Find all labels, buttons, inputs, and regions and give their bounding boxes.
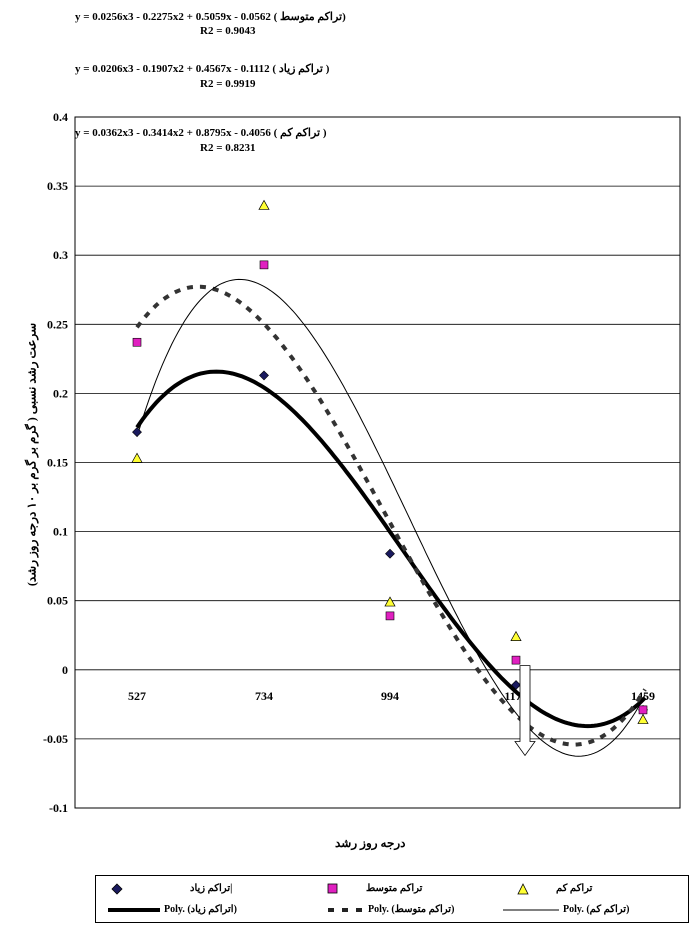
square-marker-icon bbox=[327, 883, 338, 894]
dashed-line-icon bbox=[328, 908, 364, 912]
equation-medium: y = 0.0256x3 - 0.2275x2 + 0.5059x - 0.05… bbox=[75, 11, 346, 23]
legend-item-medium-trend: Poly. (تراکم متوسط) bbox=[326, 901, 516, 919]
y-tick-label: 0.1 bbox=[53, 525, 68, 539]
x-tick-label: 734 bbox=[255, 689, 273, 703]
legend-item-high-trend: Poly. (اتراکم زیاد) bbox=[106, 901, 296, 919]
legend-item-low-trend: Poly. (تراکم کم) bbox=[501, 901, 686, 919]
y-tick-label: 0.4 bbox=[53, 110, 68, 124]
y-axis-label: سرعت رشد نسبی ( گرم بر گرم بر ۱۰ درجه رو… bbox=[24, 322, 39, 587]
x-tick-label: 527 bbox=[128, 689, 146, 703]
y-tick-label: 0.2 bbox=[53, 386, 68, 400]
data-point-medium bbox=[385, 611, 395, 621]
y-tick-label: 0 bbox=[62, 663, 68, 677]
y-tick-label: 0.05 bbox=[47, 594, 68, 608]
data-point-medium bbox=[638, 705, 648, 715]
equation-high: y = 0.0206x3 - 0.1907x2 + 0.4567x - 0.11… bbox=[75, 63, 330, 75]
data-point-high bbox=[132, 427, 142, 438]
legend-item-high-points: تراکم زیاد| bbox=[110, 880, 270, 898]
legend-label: Poly. (تراکم متوسط) bbox=[368, 904, 455, 915]
y-tick-label: 0.3 bbox=[53, 248, 68, 262]
legend: تراکم زیاد| تراکم متوسط تراکم کم Poly. (… bbox=[95, 875, 689, 923]
legend-label: Poly. (اتراکم زیاد) bbox=[164, 904, 237, 915]
thin-line-icon bbox=[503, 909, 559, 911]
data-point-high bbox=[259, 370, 269, 381]
trendline-low bbox=[136, 278, 646, 757]
r2-high: R2 = 0.9919 bbox=[200, 78, 256, 90]
data-point-low bbox=[384, 596, 396, 607]
y-tick-label: -0.05 bbox=[43, 732, 68, 746]
thick-line-icon bbox=[108, 908, 160, 912]
y-tick-label: -0.1 bbox=[49, 801, 68, 815]
diamond-marker-icon bbox=[111, 883, 123, 895]
data-point-low bbox=[637, 713, 649, 724]
y-tick-label: 0.35 bbox=[47, 179, 68, 193]
y-tick-label: 0.15 bbox=[47, 456, 68, 470]
legend-label: تراکم متوسط bbox=[366, 883, 423, 894]
data-point-medium bbox=[132, 337, 142, 347]
chart-plot: -0.1 -0.05 0 0.05 0.1 0.15 0.2 0.25 0.3 0.35 0.4 52… bbox=[43, 110, 681, 815]
triangle-marker-icon bbox=[517, 883, 529, 895]
data-point-high bbox=[385, 548, 395, 559]
r2-medium: R2 = 0.9043 bbox=[200, 25, 256, 37]
y-tick-label: 0.25 bbox=[47, 317, 68, 331]
r2-low: R2 = 0.8231 bbox=[200, 142, 256, 154]
legend-label: Poly. (تراکم کم) bbox=[563, 904, 630, 915]
data-point-high bbox=[511, 680, 521, 690]
data-point-low bbox=[258, 199, 270, 210]
legend-item-low-points: تراکم کم bbox=[516, 880, 676, 898]
trendline-medium bbox=[135, 284, 647, 747]
data-point-medium bbox=[511, 655, 521, 665]
legend-item-medium-points: تراکم متوسط bbox=[326, 880, 486, 898]
data-point-low bbox=[131, 452, 143, 463]
data-point-low bbox=[510, 630, 522, 641]
data-point-medium bbox=[259, 260, 269, 270]
down-arrow-icon bbox=[514, 665, 536, 757]
trendline-high bbox=[135, 369, 647, 729]
equation-low: y = 0.0362x3 - 0.3414x2 + 0.8795x - 0.40… bbox=[75, 127, 327, 139]
x-tick-label: 994 bbox=[381, 689, 399, 703]
legend-label: تراکم زیاد| bbox=[190, 883, 233, 894]
legend-label: تراکم کم bbox=[556, 883, 593, 894]
x-axis-label: درجه روز رشد bbox=[335, 836, 406, 850]
